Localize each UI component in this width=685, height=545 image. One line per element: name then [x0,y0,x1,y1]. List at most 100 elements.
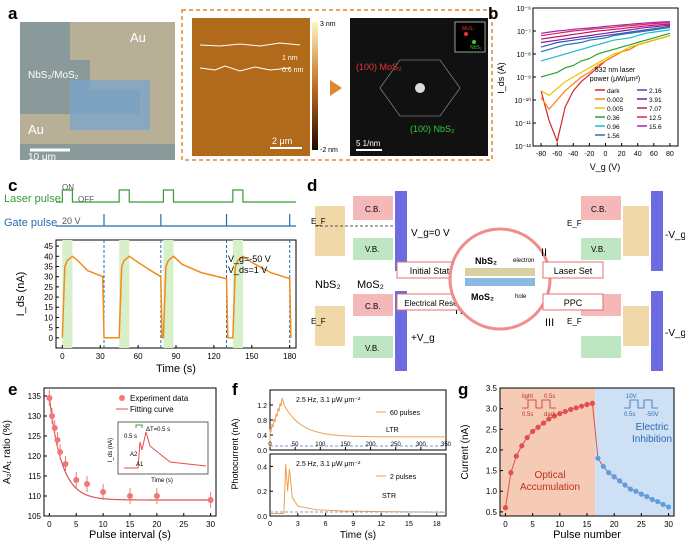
data-point-g [595,455,601,461]
y-tick-label-e: 105 [28,512,42,521]
saed-inset [454,21,486,53]
x-tick-label-c: 120 [207,352,221,361]
legend-entry-b: 15.6 [649,124,662,131]
condition-bottom: 2.5 Hz, 3.1 μW μm⁻² [296,461,361,468]
points-g [502,400,672,511]
data-point-g [524,434,530,441]
electrode-br [651,291,663,371]
zoom-frame [181,9,493,161]
legend-entry-b: 2.16 [649,88,662,95]
inset-a2: A2 [130,452,138,458]
x-tick-label-f-top: 150 [340,442,351,448]
y-ticks-b: 10⁻¹² 10⁻¹¹ 10⁻¹⁰ 10⁻⁹ 10⁻⁸ 10⁻⁷ 10⁻⁶ [514,6,536,151]
data-point-e [73,477,80,483]
vb-label-bl: V.B. [365,344,379,353]
electron-label: electron [513,258,534,264]
cb-tl [353,196,393,220]
afm-image [192,18,310,156]
y-tick-label-e: 135 [28,392,42,401]
inset-a1: A1 [136,462,144,468]
optical-region [500,388,596,516]
series-line-0.005 [540,35,671,97]
step-2-label: 0.6 nm [282,67,304,74]
legend-title-2: power (μW/μm²) [590,76,640,83]
x-ticks-c: 0 30 60 90 120 150 180 [60,345,297,361]
afm-scale-max: 3 nm [320,21,336,28]
y-tick-label-g: 1.0 [486,487,498,496]
x-tick-label-g: 5 [530,520,535,529]
ef-label-tl: E_F [311,217,326,226]
y-tick-label-g: 2.0 [486,446,498,455]
gate-label: Gate pulse [4,217,57,229]
laser-windows [62,240,243,348]
panel-label-c: c [8,176,18,195]
y-tick-label-b: 10⁻⁹ [517,75,531,82]
data-point-g [513,453,519,459]
ticks-f-bottom: 0.0 0.2 0.4 0 3 6 9 12 15 18 [257,464,440,528]
inset-pulse-label: 0.5 s [124,434,137,440]
light-label: light [522,394,533,400]
y-axis-label-g: Current (nA) [460,424,471,479]
x-tick-label-f-bottom: 3 [296,521,300,528]
x-tick-label-f-bottom: 6 [324,521,328,528]
state-3-box [542,293,604,311]
nbs2-label-d: NbS₂ [315,279,341,291]
vg-label: V_g=-50 V [228,254,271,264]
vb-label-tl: V.B. [365,245,379,254]
series-line-12.5 [540,22,670,37]
data-point-g [665,504,672,510]
opt-label-2: Accumulation [520,482,580,493]
inset-dt-label: ΔT=0.5 s [146,427,170,433]
inset-xlabel: Time (s) [151,478,173,484]
y-tick-label-c: 35 [44,262,53,271]
data-point-g [655,498,661,505]
au-top-label: Au [130,30,146,45]
x-tick-label-f-top: 350 [441,442,452,448]
y-tick-label-c: 40 [44,252,53,261]
x-ticks-g: 0 5 10 15 20 25 30 [503,513,674,529]
panel-label-b: b [488,4,499,23]
laser-window [232,240,243,348]
x-tick-label-f-top: 300 [416,442,427,448]
y-tick-label-b: 10⁻⁷ [517,29,531,36]
x-tick-label-b: -80 [536,151,546,158]
vb-tr [581,238,621,260]
y-axis-label-b: I_ds (A) [496,62,506,94]
light-pulse-icon [522,399,556,409]
y-tick-label-e: 120 [28,452,42,461]
scale-label-a: 10 μm [28,152,56,163]
y-tick-label-c: 0 [49,334,54,343]
center-nbs2: NbS₂ [475,256,497,266]
cb-label-bl: C.B. [365,302,381,311]
data-point-e [84,481,90,487]
x-axis-label-e: Pulse interval (s) [89,529,171,541]
vb-bl [353,336,393,358]
data-point-g [611,474,617,480]
x-ticks-e: 0 5 10 15 20 25 30 [47,513,216,529]
inset-frame-e [117,421,209,475]
y-tick-label-g: 2.5 [486,425,498,434]
state-3-label: PPC [564,298,583,308]
series-line-1.56 [540,26,671,53]
legend-entry-b: 12.5 [649,115,662,122]
condition-top: 2.5 Hz, 3.1 μW μm⁻² [296,397,361,404]
y-tick-label-f-top: 0.0 [257,448,267,455]
x-tick-label-b: 40 [634,151,642,158]
data-point-g [638,491,644,497]
vb-label-tr: V.B. [591,245,605,254]
y-ticks-e: 105 110 115 120 125 130 135 [28,392,47,521]
data-point-g [649,496,655,503]
data-point-g [568,406,574,413]
mos2-layer [465,278,535,286]
data-point-e [100,489,107,495]
cb-label-tr: C.B. [591,205,607,214]
data-point-g [660,501,666,508]
legend-entry-b: 1.56 [607,133,620,140]
points-e [46,390,214,508]
data-point-e [51,425,58,431]
chart-g: 0.5 1.0 1.5 2.0 2.5 3.0 3.5 0 5 10 15 20 25 30 Optic… [460,384,675,541]
minus-vg-label-1: -V_g [665,230,685,241]
x-tick-label-f-top: 100 [315,442,326,448]
x-tick-label-c: 30 [96,352,105,361]
